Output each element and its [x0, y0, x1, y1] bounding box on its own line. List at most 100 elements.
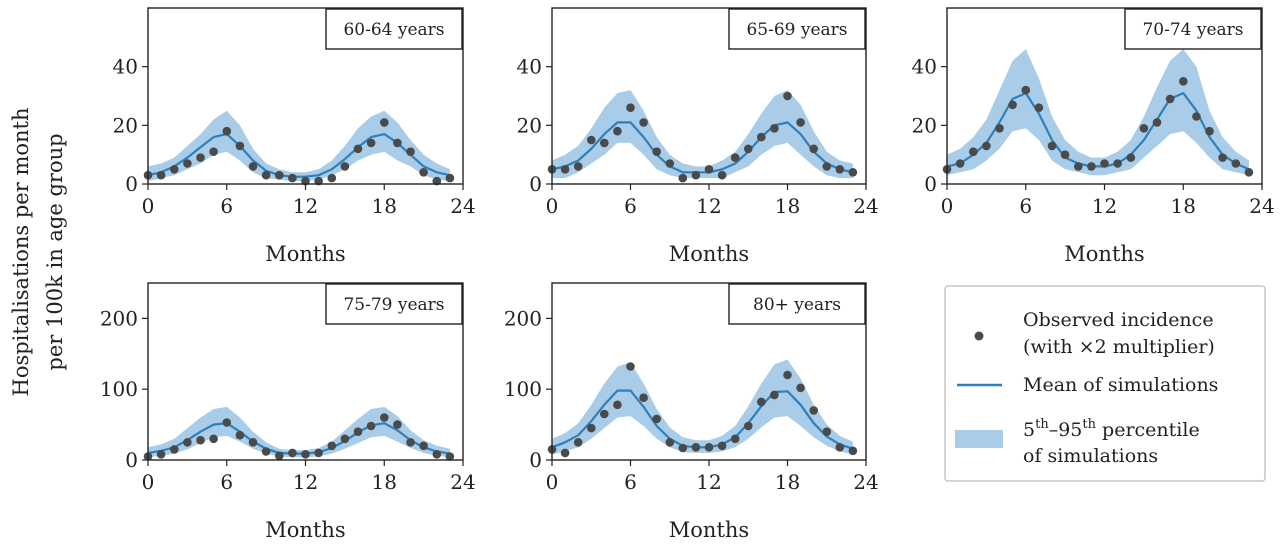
observed-point — [1100, 159, 1109, 168]
legend-observed-label-line2: (with ×2 multiplier) — [1023, 336, 1215, 358]
percentile-band — [947, 49, 1249, 176]
panel-title: 80+ years — [753, 295, 841, 315]
observed-point — [665, 159, 675, 168]
x-tick-label: 6 — [624, 470, 637, 494]
observed-point — [275, 170, 284, 180]
panel-3: 0 6 12 18 24 0 20 40 Months 70-74 years — [912, 7, 1275, 266]
observed-point — [222, 126, 232, 136]
observed-point — [665, 438, 675, 447]
observed-point — [587, 423, 596, 433]
observed-point — [301, 450, 310, 459]
observed-point — [183, 159, 192, 168]
legend-band-label-line2: of simulations — [1023, 445, 1158, 467]
observed-point — [822, 162, 832, 171]
observed-point — [783, 370, 792, 380]
legend-observed-marker — [974, 331, 984, 341]
observed-point — [432, 450, 442, 459]
observed-point — [995, 124, 1004, 133]
observed-point — [1152, 118, 1162, 127]
observed-point — [560, 165, 570, 174]
observed-point — [170, 165, 179, 174]
observed-point — [639, 118, 648, 127]
y-axis-label-line1: Hospitalisations per month — [9, 108, 33, 397]
legend-band-swatch — [955, 430, 1003, 448]
observed-point — [1139, 124, 1149, 133]
observed-point — [1060, 150, 1070, 159]
x-axis-label: Months — [669, 518, 749, 542]
observed-point — [955, 159, 965, 168]
x-tick-label: 6 — [624, 194, 637, 218]
observed-point — [209, 434, 218, 444]
observed-point — [835, 443, 845, 452]
observed-point — [587, 135, 596, 145]
observed-point — [156, 450, 166, 459]
observed-point — [393, 138, 402, 148]
x-tick-label: 24 — [853, 470, 878, 494]
observed-point — [1113, 159, 1122, 168]
observed-point — [691, 443, 701, 452]
observed-point — [1087, 162, 1096, 171]
observed-point — [380, 413, 389, 422]
x-tick-label: 24 — [450, 470, 475, 494]
panel-title: 70-74 years — [1142, 20, 1243, 40]
x-tick-label: 12 — [696, 470, 721, 494]
observed-point — [366, 138, 376, 148]
observed-point — [678, 173, 688, 183]
y-tick-label: 0 — [529, 172, 542, 196]
x-tick-label: 24 — [1249, 194, 1274, 218]
observed-point — [744, 144, 753, 154]
x-tick-label: 6 — [220, 194, 233, 218]
observed-point — [796, 383, 805, 393]
observed-point — [261, 170, 271, 180]
observed-point — [600, 409, 609, 419]
y-axis-label-line2: per 100k in age group — [43, 133, 67, 370]
observed-point — [314, 448, 323, 458]
observed-point — [1192, 112, 1201, 121]
observed-point — [573, 438, 583, 447]
observed-point — [783, 91, 792, 101]
observed-point — [235, 141, 245, 151]
observed-point — [156, 170, 166, 180]
panel-title-box — [728, 8, 866, 50]
observed-point — [314, 176, 323, 186]
observed-point — [1165, 94, 1175, 104]
panels-group: 0 6 12 18 24 0 20 40 Months 60-64 years 0 6 12 18 24 0 2… — [100, 7, 1275, 542]
observed-point — [822, 427, 832, 437]
x-axis-label: Months — [265, 518, 345, 542]
x-tick-label: 0 — [941, 194, 954, 218]
observed-point — [419, 168, 428, 177]
observed-point — [432, 176, 442, 186]
x-tick-label: 12 — [1092, 194, 1117, 218]
panel-5: 0 6 12 18 24 0 100 200 Months 80+ years — [504, 282, 879, 542]
observed-point — [770, 390, 779, 400]
x-tick-label: 24 — [853, 194, 878, 218]
observed-point — [717, 441, 727, 451]
y-tick-label: 20 — [517, 113, 542, 137]
y-tick-label: 0 — [924, 172, 937, 196]
observed-point — [809, 144, 818, 154]
percentile-band — [148, 406, 450, 458]
panel-title: 75-79 years — [343, 295, 444, 315]
observed-point — [704, 165, 714, 174]
panel-1: 0 6 12 18 24 0 20 40 Months 60-64 years — [113, 7, 476, 266]
observed-point — [196, 435, 205, 445]
observed-point — [678, 443, 688, 453]
observed-point — [275, 451, 284, 461]
legend: Observed incidence (with ×2 multiplier) … — [944, 285, 1266, 482]
x-tick-label: 0 — [546, 194, 559, 218]
observed-point — [613, 400, 622, 410]
observed-point — [717, 170, 727, 180]
panel-title-box — [1124, 8, 1262, 50]
observed-point — [1205, 126, 1214, 136]
observed-point — [1047, 141, 1057, 151]
observed-point — [1008, 100, 1017, 110]
panel-4: 0 6 12 18 24 0 100 200 Months 75-79 years — [100, 282, 476, 542]
observed-point — [353, 144, 363, 154]
x-tick-label: 12 — [293, 470, 318, 494]
panel-title-box — [325, 283, 463, 325]
observed-point — [235, 430, 245, 440]
observed-point — [744, 421, 753, 431]
x-tick-label: 6 — [220, 470, 233, 494]
observed-point — [445, 173, 455, 183]
y-tick-label: 40 — [912, 55, 937, 79]
